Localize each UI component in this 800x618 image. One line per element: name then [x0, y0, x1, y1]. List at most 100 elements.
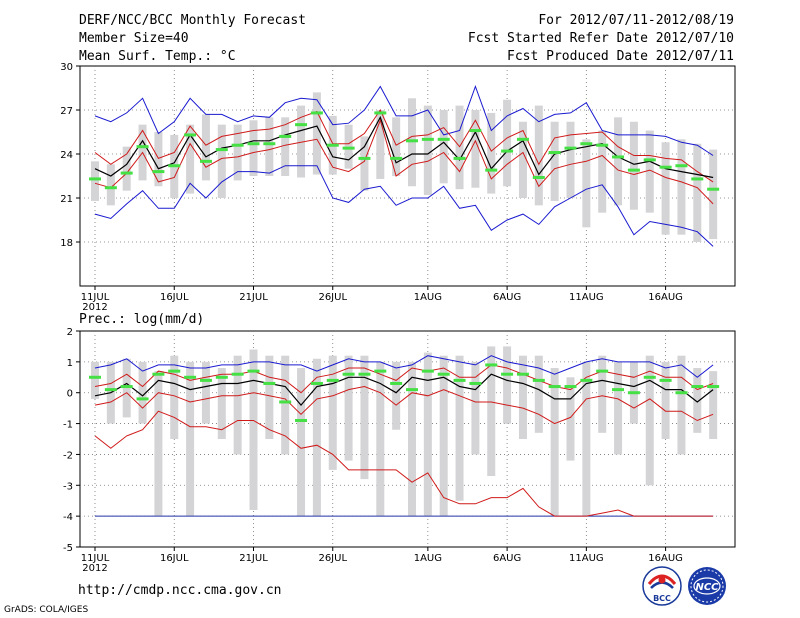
temp-ensemble-box [518, 121, 527, 198]
temp-ensemble-box [297, 105, 306, 178]
bcc-logo-text: BCC [653, 594, 671, 603]
precip-ensemble-box [487, 346, 496, 477]
temp-ensemble-box [661, 142, 670, 235]
temp-xtick-label: 11JUL [81, 292, 110, 303]
precip-ensemble-box [249, 349, 258, 510]
precip-ensemble-box [154, 371, 163, 517]
temp-ensemble-box [392, 117, 401, 176]
temp-ensemble-box [122, 146, 131, 191]
temp-ensemble-box [534, 105, 543, 206]
temp-xtick-label: 6AUG [493, 292, 521, 303]
precip-ensemble-box [598, 355, 607, 433]
precip-ensemble-box [518, 355, 527, 439]
temp-ytick-label: 21 [60, 194, 73, 205]
temp-ensemble-box [265, 117, 274, 176]
precip-ensemble-box [550, 368, 559, 517]
precip-ensemble-box [328, 355, 337, 470]
temp-ensemble-box [503, 99, 512, 187]
precip-ensemble-box [423, 352, 432, 517]
member-size-label: Member Size=40 [79, 31, 189, 46]
precip-ytick-label: -4 [63, 512, 73, 523]
precip-ensemble-box [677, 355, 686, 455]
temp-spread-upper-line [94, 108, 714, 183]
temp-panel-title: Mean Surf. Temp.: °C [79, 49, 236, 64]
temp-xtick-label: 16JUL [160, 292, 189, 303]
temp-ensemble-box [423, 105, 432, 196]
forecast-period-label: For 2012/07/11-2012/08/19 [538, 13, 734, 28]
precip-ensemble-box [281, 355, 290, 455]
ncc-logo: NCC [688, 567, 726, 605]
precip-xtick-label: 1AUG [414, 553, 442, 564]
precip-ytick-label: -5 [63, 543, 73, 554]
precip-member-max-line [94, 355, 714, 378]
precip-ensemble-box [471, 361, 480, 455]
precip-ensemble-box [534, 355, 543, 433]
precip-ensemble-box [233, 355, 242, 455]
temp-ensemble-box [677, 139, 686, 235]
precip-ensemble-box [693, 368, 702, 433]
precip-ensemble-box [614, 361, 623, 455]
precip-xtick-label: 26JUL [318, 553, 347, 564]
grads-credit: GrADS: COLA/IGES [4, 605, 88, 615]
precip-ytick-label: -1 [63, 420, 73, 431]
temp-ensemble-box [471, 110, 480, 188]
temp-ensemble-box [439, 110, 448, 184]
temp-member-min-line [94, 165, 714, 247]
precip-ytick-label: 2 [67, 327, 73, 338]
temp-ensemble-box [281, 117, 290, 176]
precip-ensemble-box [297, 368, 306, 517]
precip-ensemble-box [170, 355, 179, 439]
precip-ensemble-box [312, 358, 321, 517]
ncc-logo-text: NCC [695, 582, 719, 593]
precip-ytick-label: 0 [67, 389, 73, 400]
precip-ensemble-box [392, 361, 401, 430]
precip-ensemble-box [138, 361, 147, 424]
temp-ensemble-box [376, 110, 385, 179]
temp-ensemble-box [614, 117, 623, 206]
precip-ensemble-box [186, 361, 195, 517]
temp-spread-lower-line [94, 118, 714, 205]
temp-ensemble-box [550, 121, 559, 201]
temp-ensemble-box [154, 132, 163, 187]
temp-ensemble-box [217, 124, 226, 198]
bcc-logo: BCC [642, 566, 682, 606]
temp-ensemble-box [106, 164, 115, 206]
temp-ensemble-box [91, 161, 99, 201]
source-url[interactable]: http://cmdp.ncc.cma.gov.cn [78, 583, 282, 598]
temperature-panel: 18 21 24 27 30 11JUL 16JUL 21JUL 26JUL 1AUG 6AUG 11… [60, 62, 736, 313]
temp-xtick-label: 26JUL [318, 292, 347, 303]
temp-ensemble-box [566, 121, 575, 198]
precip-ytick-label: -3 [63, 481, 73, 492]
precip-ytick-label: 1 [67, 358, 73, 369]
temp-xtick-label: 16AUG [648, 292, 683, 303]
precip-ensemble-mean-line [94, 373, 714, 407]
precip-ensemble-box [91, 361, 99, 399]
precipitation-panel: -5 -4 -3 -2 -1 0 1 2 11JUL 16JUL 21JUL 26JUL 1AUG 6AU… [63, 327, 736, 574]
precip-ensemble-box [709, 371, 718, 439]
precip-ensemble-box [455, 355, 464, 501]
temp-ensemble-box [629, 121, 638, 210]
precip-ensemble-box [408, 361, 416, 517]
temp-ensemble-mean-line [94, 115, 714, 179]
precip-ensemble-box [344, 355, 353, 461]
temp-ensemble-box [709, 149, 718, 240]
precip-ensemble-box [217, 368, 226, 439]
temp-xtick-label: 11AUG [569, 292, 604, 303]
precip-ensemble-box [122, 358, 131, 418]
precip-ensemble-box [265, 355, 274, 439]
temp-ytick-label: 24 [60, 150, 73, 161]
temp-ensemble-box [233, 124, 242, 181]
precip-ensemble-box [645, 355, 654, 486]
fcst-produced-label: Fcst Produced Date 2012/07/11 [507, 49, 734, 64]
temp-ytick-label: 30 [60, 62, 73, 73]
temp-ensemble-box [249, 120, 258, 176]
precip-ensemble-box [201, 361, 210, 424]
precip-panel-title: Prec.: log(mm/d) [79, 312, 204, 327]
temp-ensemble-box [645, 130, 654, 213]
precip-ensemble-box [566, 377, 575, 461]
chart-title: DERF/NCC/BCC Monthly Forecast [79, 13, 306, 28]
temp-xtick-label: 21JUL [239, 292, 268, 303]
precip-xtick-label: 11JUL [81, 553, 110, 564]
temp-ytick-label: 27 [60, 106, 73, 117]
precip-ensemble-box [503, 346, 512, 424]
